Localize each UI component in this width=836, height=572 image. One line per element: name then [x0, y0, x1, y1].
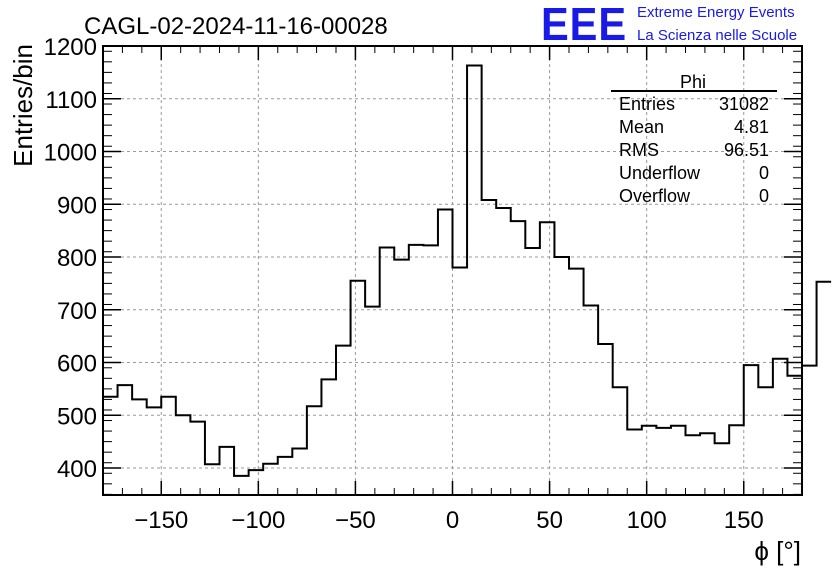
stats-box: Phi Entries 31082 Mean 4.81 RMS 96.51 Underflo… [611, 72, 777, 206]
x-tick-label: 150 [724, 507, 764, 534]
x-axis-label: ϕ [°] [754, 536, 801, 566]
x-tick-label: 50 [536, 507, 563, 534]
x-tick-labels: −150 −100 −50 0 50 100 150 [134, 507, 764, 534]
stats-value: 0 [759, 163, 769, 183]
logo-line-1: Extreme Energy Events [637, 4, 795, 21]
y-tick-label: 1200 [44, 34, 97, 61]
y-tick-label: 600 [57, 351, 97, 378]
axis-ticks [103, 45, 802, 495]
y-tick-label: 500 [57, 403, 97, 430]
stats-value: 0 [759, 186, 769, 206]
y-tick-label: 400 [57, 456, 97, 483]
plot-frame [102, 45, 803, 496]
x-tick-label: 0 [446, 507, 459, 534]
run-title: CAGL-02-2024-11-16-00028 [84, 13, 388, 40]
x-tick-label: 100 [627, 507, 667, 534]
x-tick-label: −50 [335, 507, 376, 534]
x-tick-label: −150 [134, 507, 188, 534]
stats-label: RMS [619, 140, 659, 160]
histogram-step-line [103, 64, 832, 477]
stats-label: Overflow [619, 186, 691, 206]
y-tick-label: 800 [57, 245, 97, 272]
y-tick-labels: 400 500 600 700 800 900 1000 1100 1200 [44, 34, 97, 483]
eee-logo-text: EEE [541, 0, 627, 50]
y-axis-label: Entries/bin [8, 44, 38, 167]
y-tick-label: 1000 [44, 140, 97, 167]
x-tick-label: −100 [231, 507, 285, 534]
grid-lines [103, 46, 802, 495]
y-tick-label: 700 [57, 298, 97, 325]
stats-title: Phi [680, 72, 706, 92]
stats-value: 4.81 [734, 117, 769, 137]
y-tick-label: 1100 [45, 87, 97, 114]
y-tick-label: 900 [57, 192, 97, 219]
stats-label: Mean [619, 117, 664, 137]
stats-value: 96.51 [724, 140, 769, 160]
stats-label: Underflow [619, 163, 701, 183]
logo-line-2: La Scienza nelle Scuole [637, 27, 797, 44]
stats-value: 31082 [719, 94, 769, 114]
stats-label: Entries [619, 94, 675, 114]
